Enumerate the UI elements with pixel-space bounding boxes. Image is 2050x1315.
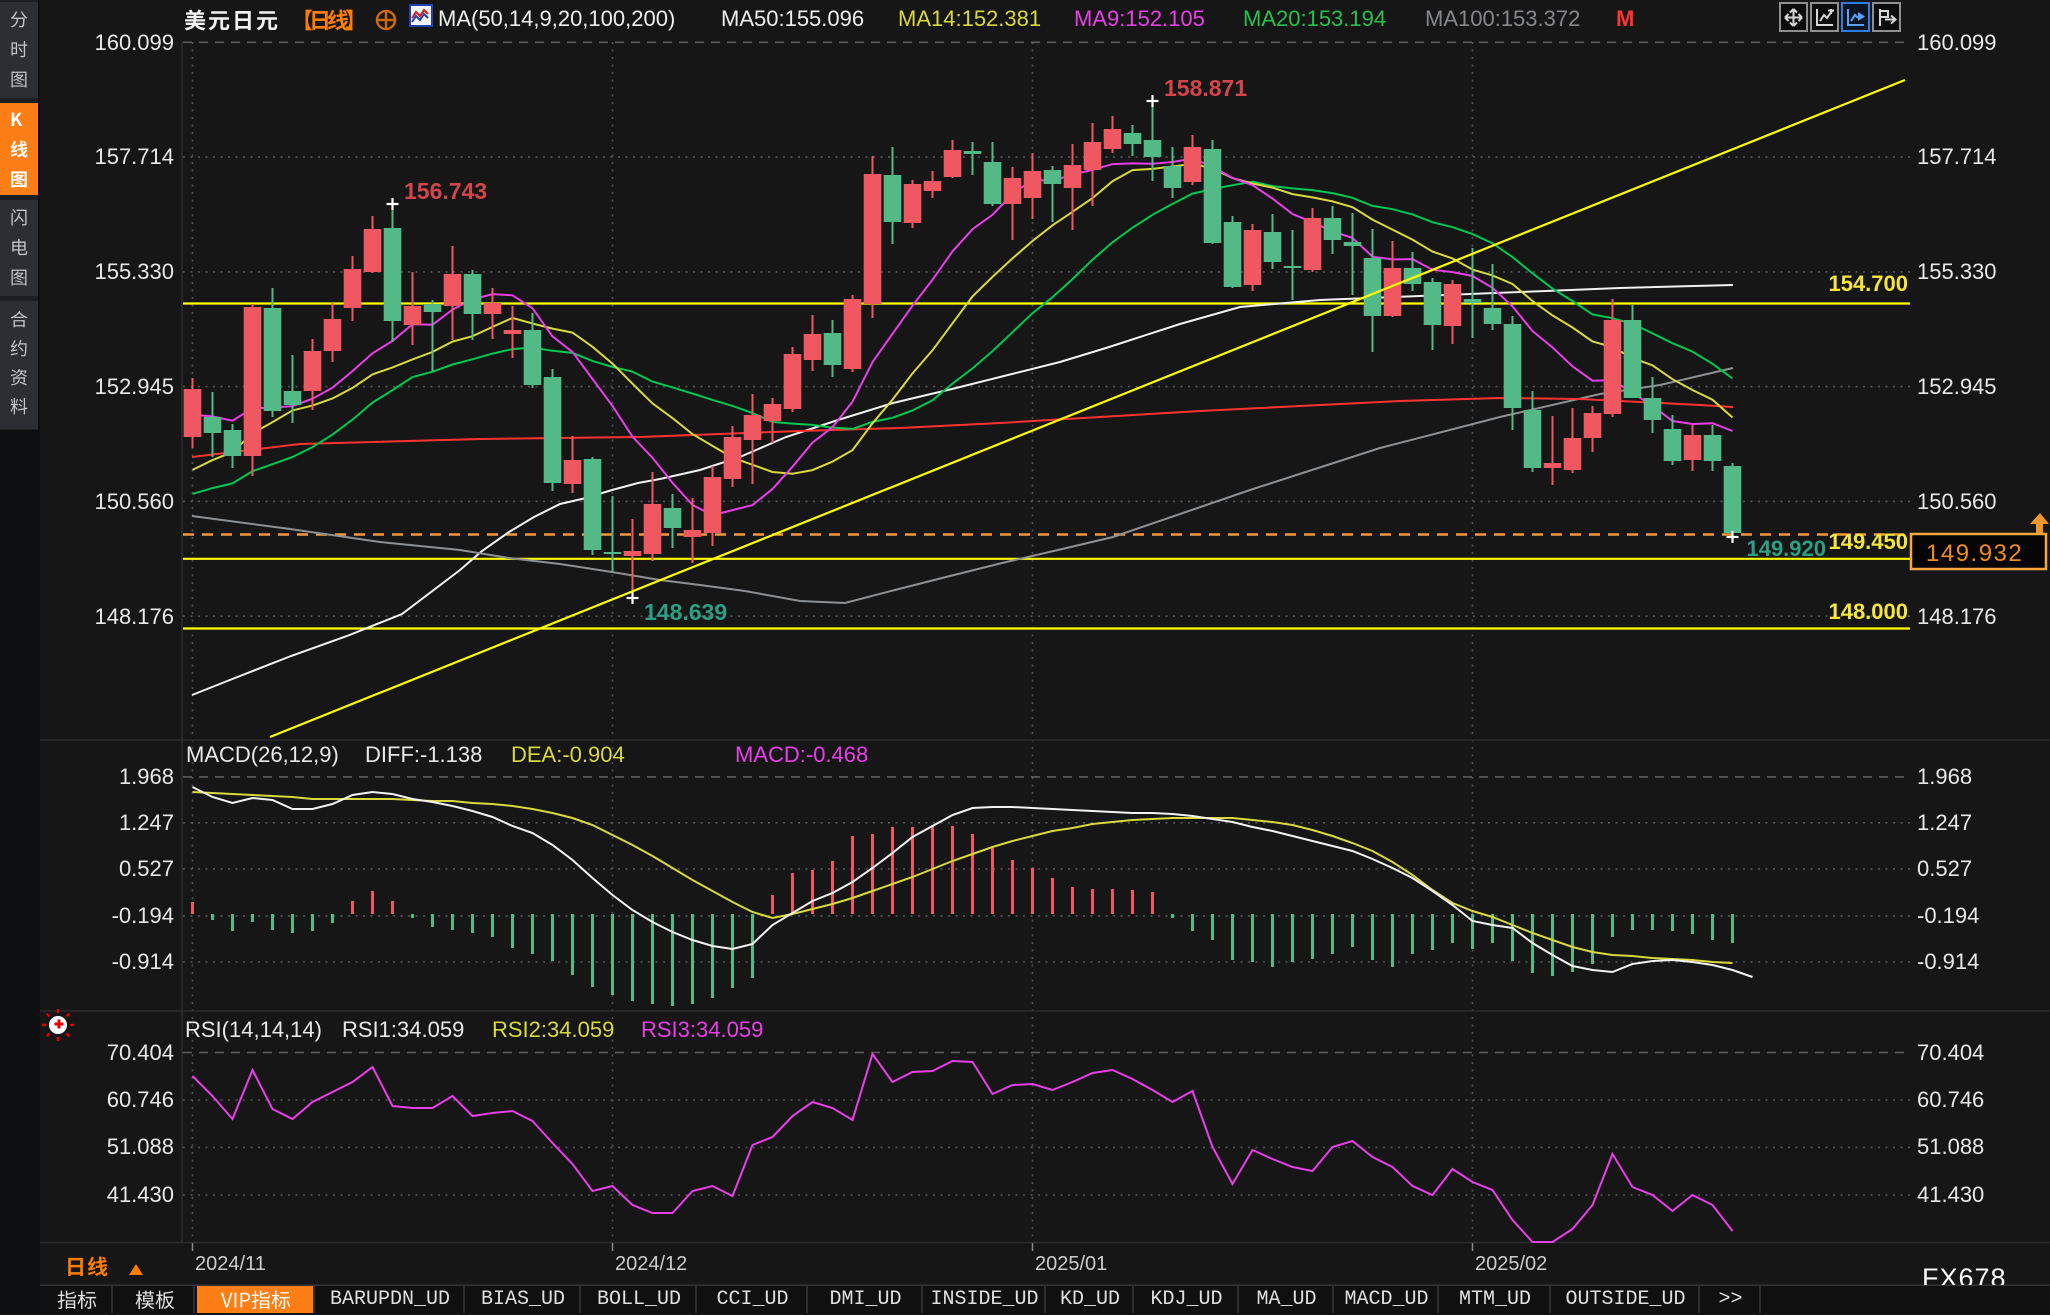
svg-text:156.743: 156.743 [404,178,487,204]
svg-text:149.932: 149.932 [1926,540,2023,567]
svg-text:148.639: 148.639 [644,599,727,625]
svg-text:148.000: 148.000 [1828,599,1908,624]
svg-text:149.450: 149.450 [1828,529,1908,554]
svg-text:149.920: 149.920 [1746,536,1826,561]
svg-text:158.871: 158.871 [1164,75,1247,101]
svg-text:154.700: 154.700 [1828,271,1908,296]
